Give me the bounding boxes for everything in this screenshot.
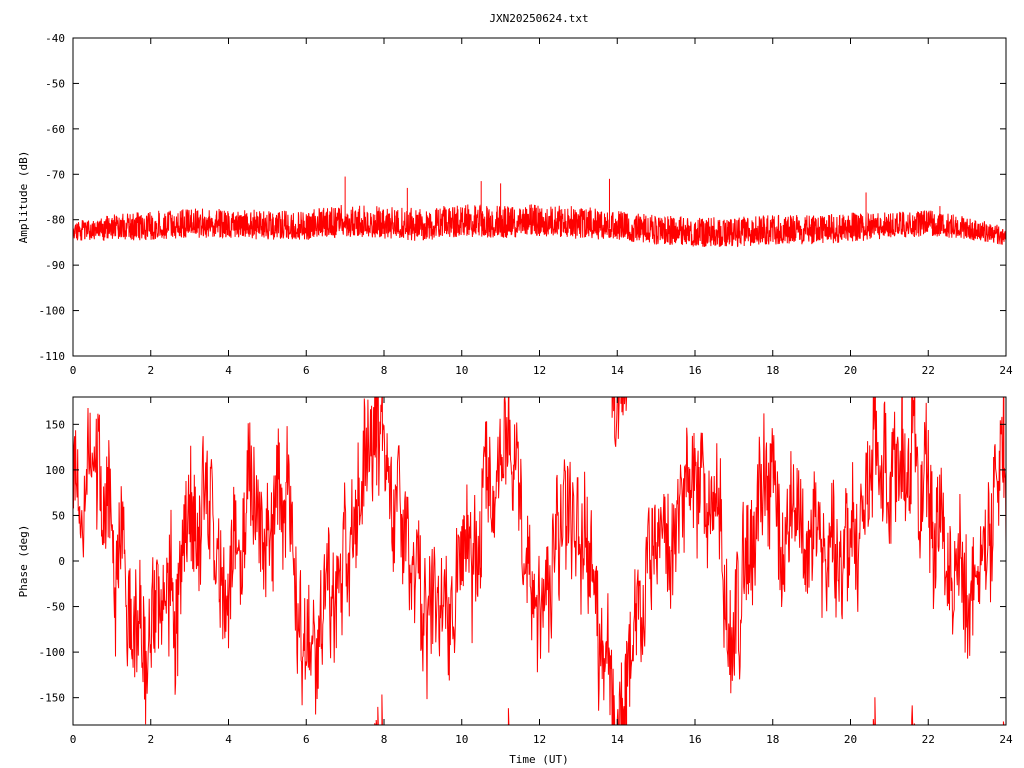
phase-x-tick-label: 20 <box>844 733 857 746</box>
amplitude-x-tick-label: 14 <box>611 364 625 377</box>
phase-x-tick-label: 16 <box>688 733 701 746</box>
amplitude-panel: -40-50-60-70-80-90-100-110 0 2 4 6 8 10 12 14 16… <box>17 32 1013 377</box>
amplitude-x-tick-label: 12 <box>533 364 546 377</box>
amplitude-x-tick-label: 24 <box>999 364 1013 377</box>
phase-y-axis: 150 100 50 0 -50 -100 -150 <box>39 418 1006 705</box>
phase-y-tick-label: -100 <box>39 646 66 659</box>
phase-y-tick-label: 50 <box>52 509 65 522</box>
phase-x-tick-label: 10 <box>455 733 468 746</box>
amplitude-y-tick-label: -50 <box>45 77 65 90</box>
amplitude-x-tick-label: 18 <box>766 364 779 377</box>
phase-y-tick-label: 150 <box>45 418 65 431</box>
amplitude-y-axis: -40 -50 -60 -70 -80 -90 -100 -110 <box>39 32 1006 363</box>
phase-x-tick-label: 8 <box>381 733 388 746</box>
amplitude-y-tick-label: -80 <box>45 214 65 227</box>
phase-series-line <box>72 396 1007 726</box>
amplitude-y-axis-label: Amplitude (dB) <box>17 151 30 244</box>
phase-x-tick-label: 22 <box>922 733 935 746</box>
phase-y-tick-label: -50 <box>45 601 65 614</box>
amplitude-x-tick-label: 4 <box>225 364 232 377</box>
amplitude-x-tick-label: 0 <box>70 364 77 377</box>
phase-y-axis-label: Phase (deg) <box>17 525 30 598</box>
amplitude-y-tick-label: -70 <box>45 168 65 181</box>
phase-x-tick-label: 24 <box>999 733 1013 746</box>
phase-x-tick-label: 18 <box>766 733 779 746</box>
amplitude-x-tick-label: 8 <box>381 364 388 377</box>
phase-y-tick-label: -150 <box>39 692 66 705</box>
amplitude-y-tick-label: -60 <box>45 123 65 136</box>
phase-x-tick-label: 2 <box>147 733 154 746</box>
phase-x-tick-label: 6 <box>303 733 310 746</box>
phase-x-tick-label: 0 <box>70 733 77 746</box>
phase-x-axis-label: Time (UT) <box>509 753 569 766</box>
amplitude-y-tick-label: -100 <box>39 305 66 318</box>
amplitude-x-tick-label: 10 <box>455 364 468 377</box>
phase-x-tick-label: 14 <box>611 733 625 746</box>
amplitude-series <box>72 176 1007 248</box>
figure-title: JXN20250624.txt <box>489 12 588 25</box>
phase-x-tick-label: 4 <box>225 733 232 746</box>
phase-y-tick-label: 0 <box>58 555 65 568</box>
phase-series <box>72 396 1007 726</box>
phase-y-tick-label: 100 <box>45 464 65 477</box>
amplitude-series-line <box>72 204 1007 248</box>
amplitude-x-tick-label: 20 <box>844 364 857 377</box>
amplitude-x-tick-label: 2 <box>147 364 154 377</box>
amplitude-y-tick-label: -40 <box>45 32 65 45</box>
amplitude-x-tick-label: 6 <box>303 364 310 377</box>
amplitude-y-tick-label: -90 <box>45 259 65 272</box>
amplitude-y-tick-label: -110 <box>39 350 66 363</box>
amplitude-x-axis: 0 2 4 6 8 10 12 14 16 18 20 22 24 <box>70 38 1013 377</box>
amplitude-x-tick-label: 16 <box>688 364 701 377</box>
amplitude-x-tick-label: 22 <box>922 364 935 377</box>
phase-x-axis: 0 2 4 6 8 10 12 14 16 18 20 22 24 <box>70 397 1013 746</box>
phase-x-tick-label: 12 <box>533 733 546 746</box>
